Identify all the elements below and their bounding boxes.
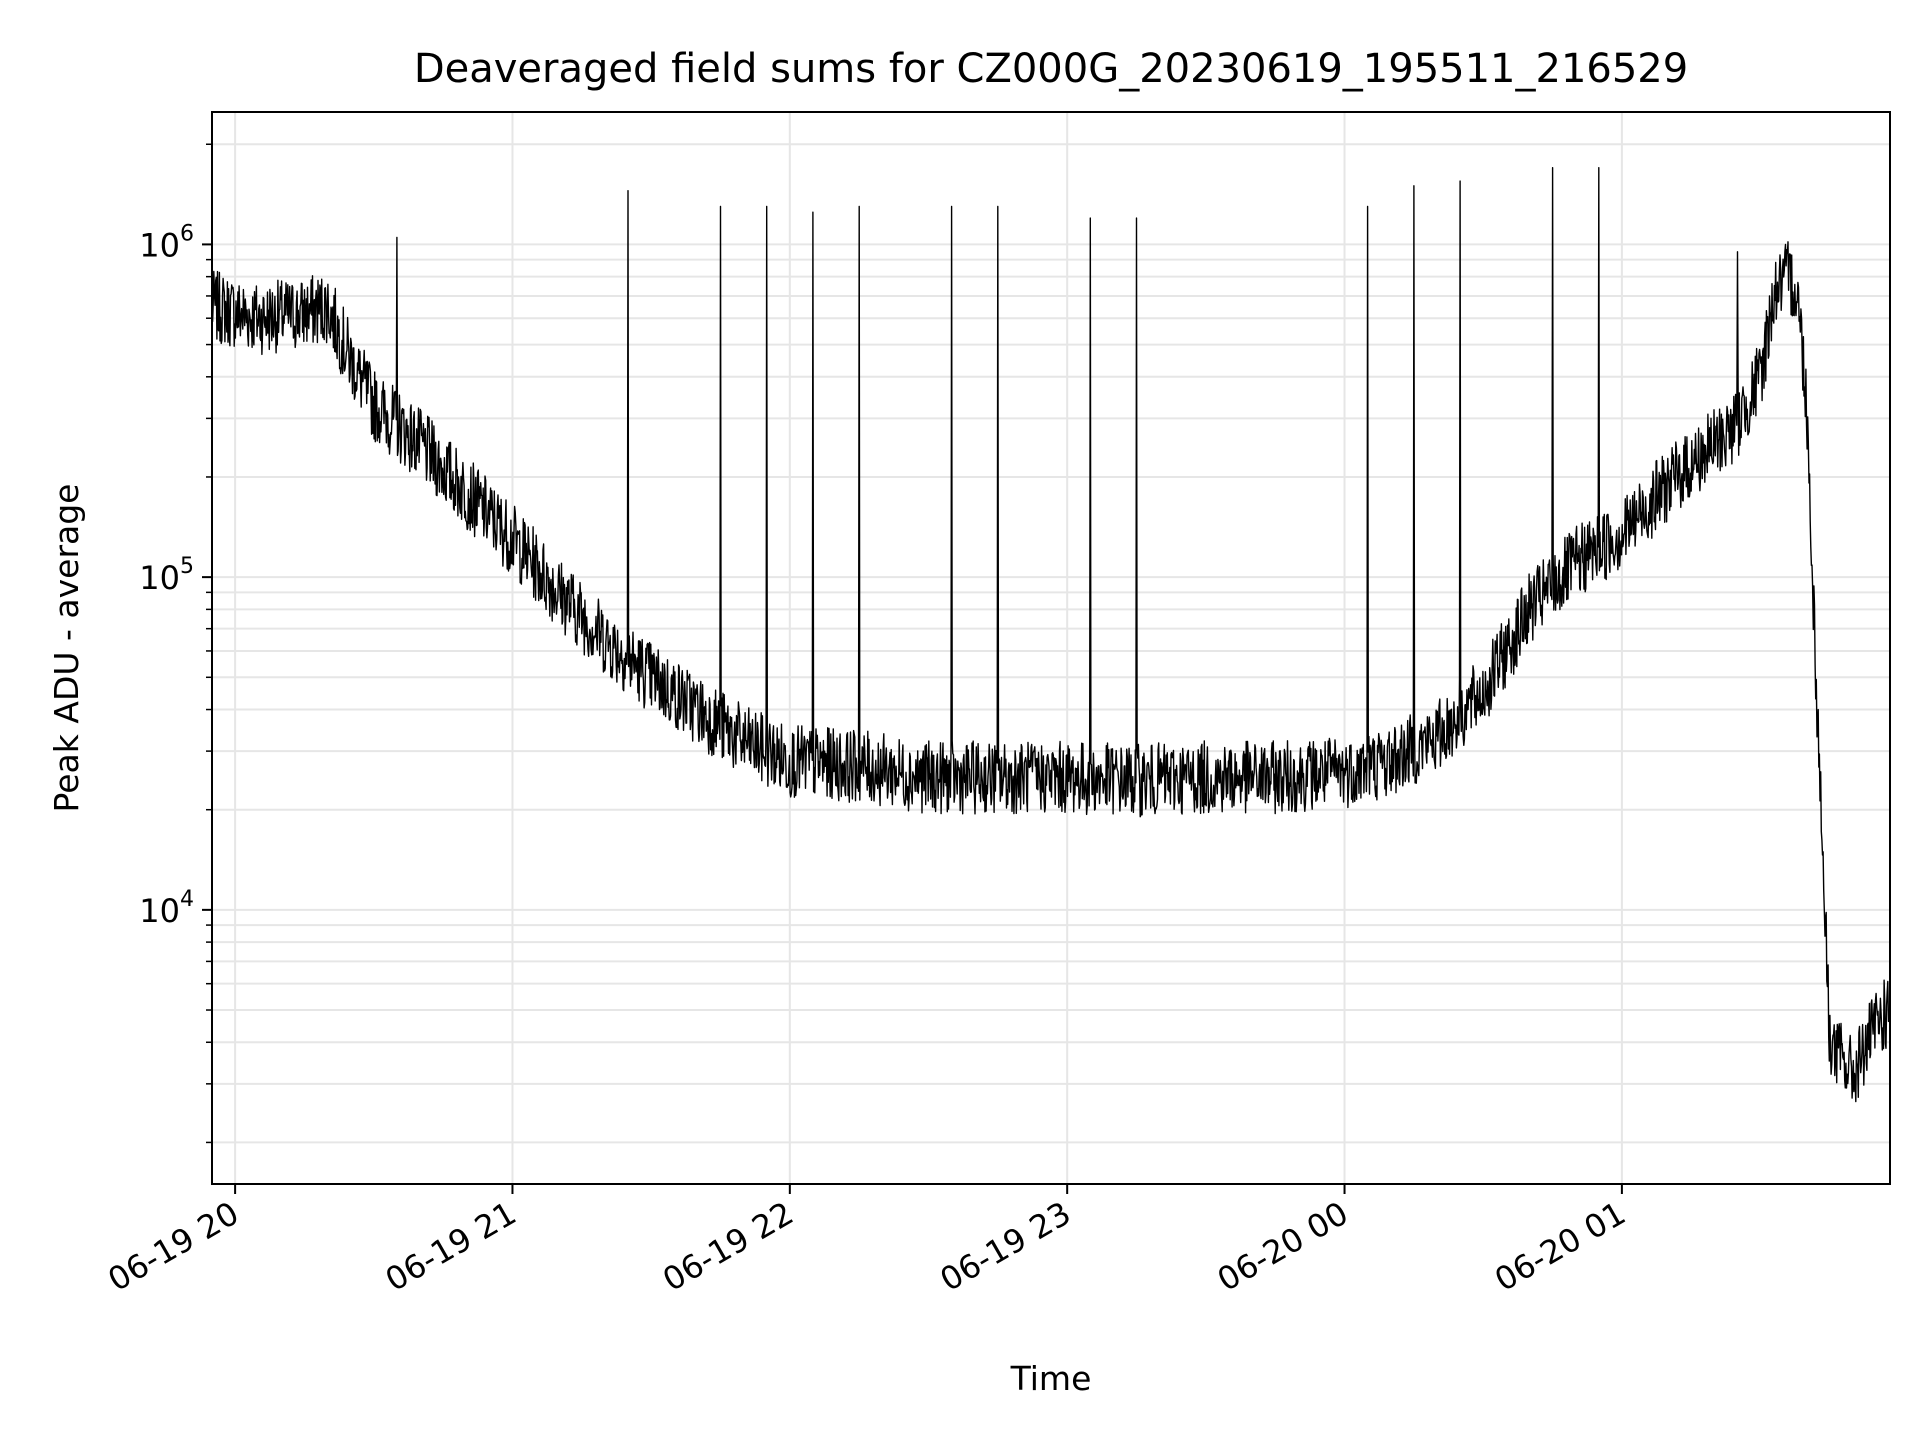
y-tick-label-base: 10 [139, 892, 180, 930]
y-tick-label: 104 [139, 887, 194, 930]
data-series [211, 166, 1891, 1103]
y-tick-label: 106 [139, 221, 194, 264]
y-tick-label-exponent: 5 [180, 554, 194, 579]
y-axis-label: Peak ADU - average [47, 484, 86, 813]
y-tick-label-base: 10 [139, 226, 180, 264]
y-tick-label-exponent: 4 [180, 887, 194, 912]
series-line [211, 166, 1891, 1103]
grid-lines [212, 112, 1890, 1184]
x-axis-label: Time [1010, 1359, 1092, 1398]
chart-title: Deaveraged field sums for CZ000G_2023061… [414, 46, 1688, 92]
y-tick-label-exponent: 6 [180, 221, 194, 246]
y-tick-label-base: 10 [139, 559, 180, 597]
y-tick-label: 105 [139, 554, 194, 597]
plot-area-frame [211, 111, 1891, 1185]
